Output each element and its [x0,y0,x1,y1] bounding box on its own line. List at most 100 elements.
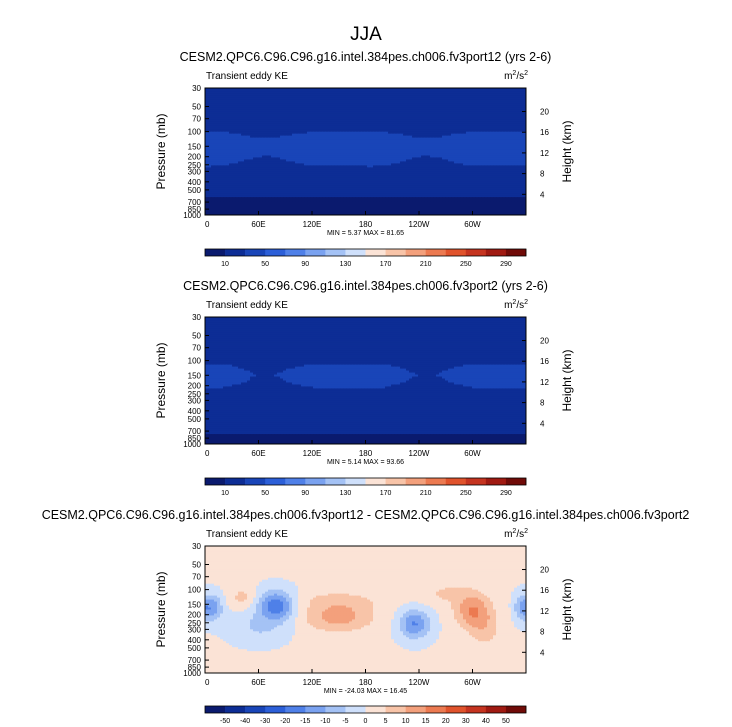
field-cell [436,147,440,151]
field-cell [520,117,524,121]
field-cell [415,155,419,159]
field-cell [217,115,221,119]
field-cell [220,127,224,131]
field-cell [490,151,494,155]
field-cell [217,109,221,113]
field-cell [490,89,494,93]
field-cell [442,157,446,161]
field-cell [439,103,443,107]
field-cell [367,139,371,143]
field-cell [412,103,416,107]
field-cell [322,111,326,115]
field-cell [418,153,422,157]
field-cell [415,97,419,101]
field-cell [244,147,248,151]
field-cell [481,113,485,117]
field-cell [301,165,305,168]
field-cell [388,165,392,168]
field-cell [274,167,278,170]
field-cell [463,97,467,101]
field-cell [223,135,227,139]
field-cell [499,169,503,172]
field-cell [412,163,416,166]
field-cell [265,125,269,129]
field-cell [205,119,209,123]
field-cell [517,143,521,147]
field-cell [208,165,212,168]
field-cell [205,103,209,107]
field-cell [451,145,455,149]
field-cell [376,147,380,151]
field-cell [433,89,437,93]
field-cell [331,151,335,155]
field-cell [430,135,434,139]
field-cell [331,101,335,105]
field-cell [328,137,332,141]
field-cell [217,103,221,107]
field-cell [496,97,500,101]
field-cell [505,88,509,91]
field-cell [310,88,314,91]
field-cell [523,141,526,145]
field-cell [277,145,281,149]
field-cell [418,157,422,161]
field-cell [319,135,323,139]
field-cell [217,97,221,101]
field-cell [385,93,389,97]
field-cell [322,145,326,149]
field-cell [454,173,458,176]
field-cell [463,117,467,121]
field-cell [334,155,338,159]
field-cell [478,155,482,159]
field-cell [205,139,209,143]
field-cell [241,107,245,111]
field-cell [379,99,383,103]
field-cell [277,163,281,166]
field-cell [283,149,287,153]
field-cell [430,155,434,159]
field-cell [400,145,404,149]
field-cell [427,97,431,101]
field-cell [502,143,506,147]
field-cell [214,111,218,115]
field-cell [472,139,476,143]
field-cell [400,107,404,111]
field-cell [208,139,212,143]
field-cell [496,157,500,161]
field-cell [523,143,526,147]
field-cell [493,93,497,97]
field-cell [232,105,236,109]
field-cell [256,93,260,97]
field-cell [355,131,359,135]
field-cell [349,157,353,161]
field-cell [475,105,479,109]
field-cell [517,121,521,125]
field-cell [289,155,293,159]
field-cell [412,111,416,115]
field-cell [298,179,302,182]
field-cell [313,88,317,91]
field-cell [382,167,386,170]
field-cell [442,135,446,139]
field-cell [304,143,308,147]
field-cell [292,151,296,155]
field-cell [490,123,494,127]
field-cell [373,107,377,111]
field-cell [304,109,308,113]
field-cell [226,167,230,170]
field-cell [508,175,512,178]
field-cell [508,107,512,111]
field-cell [328,97,332,101]
field-cell [259,99,263,103]
field-cell [517,157,521,161]
field-cell [436,137,440,141]
field-cell [271,163,275,166]
field-cell [523,175,526,178]
field-cell [379,125,383,129]
field-cell [373,173,377,176]
field-cell [427,143,431,147]
field-cell [319,123,323,127]
field-cell [277,121,281,125]
field-cell [451,105,455,109]
field-cell [259,97,263,101]
